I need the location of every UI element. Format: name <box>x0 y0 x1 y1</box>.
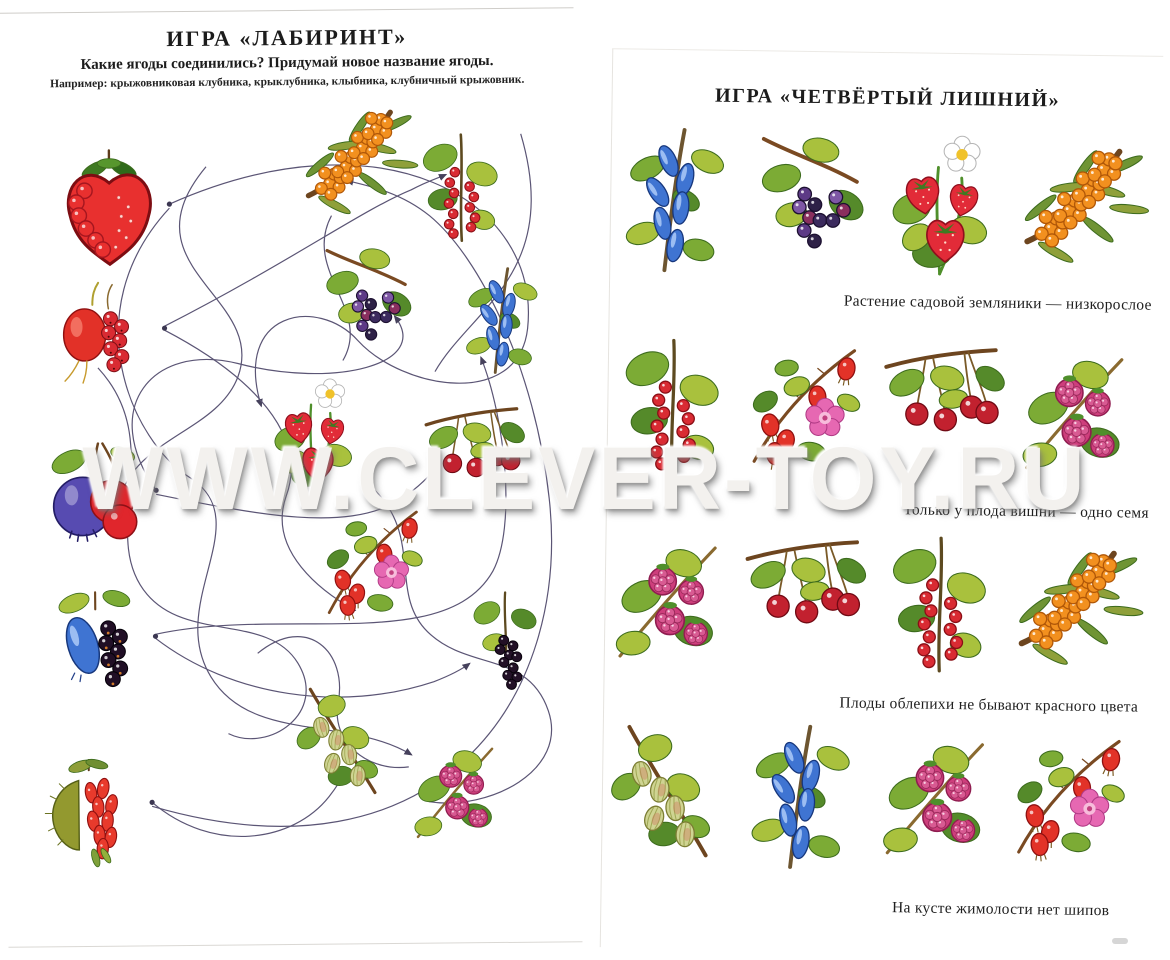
berry-gooseberry <box>599 716 731 874</box>
berry-irga <box>310 237 419 368</box>
berry-black-currant <box>459 587 552 698</box>
berry-gooseberry <box>287 680 394 808</box>
berry-gooseberry-barberry-hybrid <box>40 753 143 868</box>
berry-strawberry-raspberry-hybrid <box>50 145 169 267</box>
scan-artifact-mark <box>1112 938 1128 944</box>
berry-sea-buckthorn <box>1011 127 1150 285</box>
berry-honeysuckle <box>452 263 549 379</box>
odd-one-out-row: Растение садовой земляники — низкорослое <box>613 49 1163 314</box>
berry-honeysuckle <box>607 121 739 279</box>
row-caption: Плоды облепихи не бывают красного цвета <box>839 694 1139 716</box>
odd-one-out-row: Плоды облепихи не бывают красного цвета <box>613 49 1163 716</box>
left-page-labyrinth-game: ИГРА «ЛАБИРИНТ» Какие ягоды соединились?… <box>0 7 583 948</box>
berry-strawberry <box>877 125 1009 283</box>
row-caption: На кусте жимолости нет шипов <box>891 899 1110 920</box>
berry-red-currant <box>604 329 736 487</box>
maze-lines <box>97 133 553 838</box>
berry-rose-hip <box>1003 722 1135 880</box>
berry-raspberry <box>869 720 1001 878</box>
row-caption: Только у плода вишни — одно семя <box>903 501 1149 522</box>
berry-cherry <box>874 333 1006 491</box>
berry-raspberry <box>1008 335 1140 493</box>
berry-cherry <box>417 396 526 527</box>
berry-sea-buckthorn <box>293 91 419 234</box>
berry-red-currant <box>871 527 1003 685</box>
berry-cherry <box>735 525 867 683</box>
berry-irga <box>741 123 873 281</box>
row-caption: Растение садовой земляники — низкорослое <box>843 292 1152 314</box>
right-page-rows: Растение садовой земляники — низкорослое… <box>611 49 1163 919</box>
odd-one-out-row: На кусте жимолости нет шипов <box>611 49 1163 919</box>
berry-rosehip-redcurrant-hybrid <box>48 278 149 384</box>
berry-honeysuckle-blackcurrant-hybrid <box>42 583 149 690</box>
right-page-title: ИГРА «ЧЕТВЁРТЫЙ ЛИШНИЙ» <box>714 84 1061 112</box>
berry-blueberry-cherry-hybrid <box>40 436 153 549</box>
berry-strawberry <box>262 370 369 498</box>
berry-rose-hip <box>314 496 431 636</box>
berry-honeysuckle <box>733 718 865 876</box>
berry-raspberry <box>402 730 507 856</box>
right-page-odd-one-out-game: ИГРА «ЧЕТВЁРТЫЙ ЛИШНИЙ» Растение садовой… <box>599 48 1164 955</box>
berry-red-currant <box>407 126 512 252</box>
odd-one-out-row: Только у плода вишни — одно семя <box>613 49 1163 522</box>
berry-rose-hip <box>738 331 870 489</box>
berry-sea-buckthorn <box>1005 529 1144 687</box>
berry-raspberry <box>601 523 733 681</box>
left-page-berry-illustrations <box>0 8 574 868</box>
